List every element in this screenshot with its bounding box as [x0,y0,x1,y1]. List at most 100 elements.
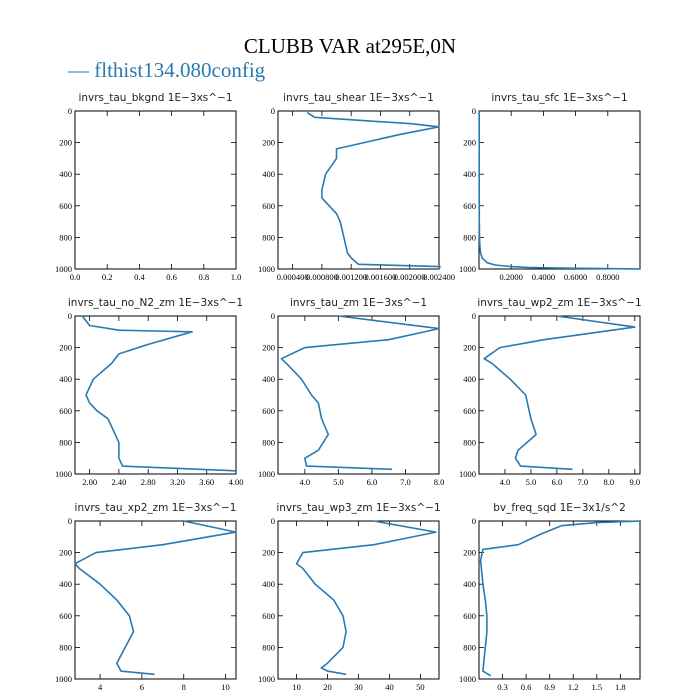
plot-frame [478,315,641,475]
x-tick-label: 6.0 [552,477,563,487]
x-tick-label: 5.0 [333,477,344,487]
x-tick-label: 0.8 [198,272,209,282]
x-tick-label: 0.9 [544,682,555,692]
y-tick-label: 400 [59,169,72,179]
x-tick-label: 2.80 [141,477,156,487]
chart-panel: invrs_tau_wp2_zm 1E−3xs^−10 200 400 600 800 1… [459,297,642,487]
x-tick-label: 6.0 [367,477,378,487]
chart-panel: invrs_tau_wp3_zm 1E−3xs^−10 200 400 600 800 1… [258,502,441,692]
y-tick-label: 600 [463,201,476,211]
x-tick-label: 20 [323,682,332,692]
y-tick-label: 600 [463,611,476,621]
x-tick-label: 0.6000 [564,272,587,282]
legend-entry: — flthist134.080config [67,58,266,82]
plot-frame [277,110,440,270]
chart-panel: invrs_tau_sfc 1E−3xs^−1 0 200 400 600 800 1000… [459,92,641,282]
panel-title: invrs_tau_wp2_zm 1E−3xs^−1 [477,297,641,309]
panel-title: invrs_tau_bkgnd 1E−3xs^−1 [78,92,232,104]
chart-panel: invrs_tau_zm 1E−3xs^−1 0 200 400 600 800 1000 4… [258,297,444,487]
chart-panel: invrs_tau_xp2_zm 1E−3xs^−10 200 400 600 800 1… [55,502,237,692]
series-line [306,111,441,270]
y-tick-label: 800 [59,437,72,447]
plot-frame [74,520,237,680]
x-tick-label: 0.6 [166,272,177,282]
y-tick-label: 800 [59,642,72,652]
x-tick-label: 7.0 [400,477,411,487]
x-tick-label: 0.8000 [596,272,619,282]
y-tick-label: 0 [472,311,476,321]
x-tick-label: 4.00 [229,477,244,487]
y-tick-label: 200 [262,548,275,558]
chart-panel: invrs_tau_bkgnd 1E−3xs^−1 0 200 400 600 800 10… [55,92,241,282]
y-tick-label: 600 [463,406,476,416]
panel-title: invrs_tau_no_N2_zm 1E−3xs^−1 [68,297,243,309]
x-tick-label: 7.0 [578,477,589,487]
x-tick-label: 3.60 [199,477,214,487]
panel-title: bv_freq_sqd 1E−3x1/s^2 [493,502,626,514]
x-tick-label: 0.002400 [423,272,455,282]
x-tick-label: 8.0 [604,477,615,487]
x-tick-label: 1.2 [568,682,579,692]
plot-frame [478,110,641,270]
y-tick-label: 400 [463,169,476,179]
y-tick-label: 400 [262,374,275,384]
x-tick-label: 1.8 [615,682,626,692]
x-tick-label: 0.001200 [335,272,367,282]
panel-title: invrs_tau_sfc 1E−3xs^−1 [491,92,627,104]
plot-frame [74,110,237,270]
y-tick-label: 200 [59,343,72,353]
y-tick-label: 1000 [258,264,275,274]
chart-panel: bv_freq_sqd 1E−3x1/s^2 0 200 400 600 800 1000 0… [459,502,642,692]
y-tick-label: 200 [463,548,476,558]
y-tick-label: 800 [262,437,275,447]
x-tick-label: 5.0 [526,477,537,487]
y-tick-label: 600 [262,611,275,621]
x-tick-label: 0.6 [521,682,532,692]
x-tick-label: 50 [416,682,425,692]
y-tick-label: 400 [59,579,72,589]
y-tick-label: 0 [271,516,275,526]
x-tick-label: 2.40 [111,477,126,487]
x-tick-label: 4.0 [500,477,511,487]
plot-frame [277,315,440,475]
y-tick-label: 800 [59,232,72,242]
x-tick-label: 0.000400 [277,272,309,282]
series-line [81,315,237,472]
y-tick-label: 600 [262,406,275,416]
series-line [295,520,437,676]
y-tick-label: 0 [68,311,72,321]
y-tick-label: 0 [271,311,275,321]
x-tick-label: 8.0 [434,477,445,487]
chart-panel: invrs_tau_no_N2_zm 1E−3xs^−1 0 200 400 600 80… [55,297,243,487]
plot-frame [74,315,237,475]
y-tick-label: 1000 [459,674,476,684]
x-tick-label: 0.4 [134,272,145,282]
y-tick-label: 1000 [55,674,72,684]
y-tick-label: 0 [271,106,275,116]
series-line [74,520,237,676]
x-tick-label: 10 [292,682,301,692]
figure-title: CLUBB VAR at295E,0N [244,34,456,58]
panel-title: invrs_tau_zm 1E−3xs^−1 [290,297,427,309]
series-line [280,315,440,471]
chart-panel: invrs_tau_shear 1E−3xs^−1 0 200 400 600 800 10… [258,92,455,282]
y-tick-label: 1000 [459,469,476,479]
y-tick-label: 600 [59,201,72,211]
y-tick-label: 1000 [55,469,72,479]
y-tick-label: 800 [463,642,476,652]
series-line [478,111,641,270]
x-tick-label: 3.20 [170,477,185,487]
x-tick-label: 6 [140,682,144,692]
x-tick-label: 0.2000 [500,272,523,282]
y-tick-label: 800 [262,232,275,242]
panel-title: invrs_tau_wp3_zm 1E−3xs^−1 [276,502,440,514]
x-tick-label: 10 [221,682,230,692]
x-tick-label: 1.0 [231,272,242,282]
x-tick-label: 0.000800 [306,272,338,282]
y-tick-label: 800 [463,437,476,447]
y-tick-label: 400 [463,374,476,384]
y-tick-label: 800 [463,232,476,242]
x-tick-label: 0.3 [497,682,508,692]
x-tick-label: 30 [354,682,363,692]
x-tick-label: 4 [98,682,103,692]
